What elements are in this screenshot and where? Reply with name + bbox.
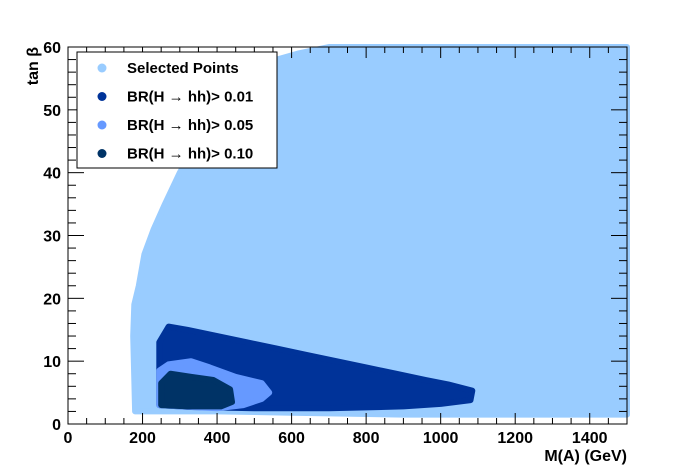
legend-label-0: Selected Points (127, 60, 239, 77)
legend: Selected Points BR(H → hh)> 0.01 BR(H → hh… (76, 51, 278, 169)
x-axis-title: M(A) (GeV) (544, 448, 627, 465)
x-tick-label: 1200 (497, 430, 533, 447)
y-tick-label: 40 (43, 166, 61, 183)
x-tick-label: 400 (204, 430, 231, 447)
x-tick-label: 200 (129, 430, 156, 447)
x-tick-label: 1400 (572, 430, 608, 447)
x-tick-label: 1000 (423, 430, 459, 447)
x-tick-label: 800 (353, 430, 380, 447)
y-axis: 0 10 20 30 40 50 60 (43, 40, 627, 434)
legend-label-2: BR(H → hh)> 0.05 (127, 117, 253, 134)
legend-label-3: BR(H → hh)> 0.10 (127, 146, 253, 163)
y-tick-label: 60 (43, 40, 61, 57)
legend-marker-1 (97, 92, 107, 101)
y-tick-label: 50 (43, 103, 61, 120)
legend-marker-2 (97, 120, 107, 130)
y-tick-label: 10 (43, 354, 61, 371)
y-axis-title: tan β (25, 47, 42, 85)
legend-marker-0 (97, 63, 107, 73)
legend-box (76, 51, 278, 169)
x-axis: 0 200 400 600 800 1000 1200 1400 (64, 47, 628, 447)
x-tick-label: 600 (278, 430, 305, 447)
x-tick-label: 0 (64, 430, 73, 447)
legend-marker-3 (97, 149, 107, 158)
y-tick-label: 0 (52, 417, 61, 434)
series-region-3 (158, 370, 235, 410)
y-tick-label: 20 (43, 291, 61, 308)
y-tick-label: 30 (43, 229, 61, 246)
legend-label-1: BR(H → hh)> 0.01 (127, 89, 253, 106)
